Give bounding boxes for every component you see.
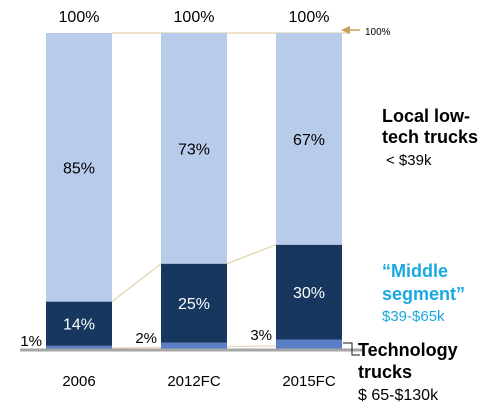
- label-local-2: 67%: [293, 132, 325, 149]
- label-total-0: 100%: [59, 9, 100, 26]
- legend-middle-line1: “Middle: [382, 261, 448, 281]
- x-tick-0: 2006: [62, 373, 95, 390]
- bar-local-2: [276, 33, 342, 245]
- label-tech-1: 2%: [135, 330, 157, 347]
- connector-middle-1: [226, 244, 277, 265]
- label-local-1: 73%: [178, 141, 210, 158]
- legend-tech-price: $ 65-$130k: [358, 387, 439, 404]
- label-tech-2: 3%: [250, 327, 272, 344]
- label-middle-0: 14%: [63, 317, 95, 334]
- legend-tech-bracket: [343, 342, 360, 356]
- label-total-2: 100%: [289, 9, 330, 26]
- legend-tech-line2: trucks: [358, 362, 412, 382]
- bar-tech-0: [46, 345, 112, 349]
- bar-local-1: [161, 33, 227, 264]
- label-local-0: 85%: [63, 160, 95, 177]
- bar-local-0: [46, 33, 112, 302]
- annotation: 100%: [341, 26, 391, 38]
- x-tick-1: 2012FC: [167, 373, 221, 390]
- bars: [46, 33, 342, 349]
- legend-local-line2: tech trucks: [382, 127, 478, 147]
- legend-tech-line1: Technology: [358, 340, 458, 360]
- label-total-1: 100%: [174, 9, 215, 26]
- bar-tech-1: [161, 342, 227, 349]
- label-middle-1: 25%: [178, 296, 210, 313]
- label-tech-0: 1%: [20, 333, 42, 350]
- legend-middle-price: $39-$65k: [382, 308, 445, 325]
- bar-middle-2: [276, 244, 342, 340]
- annotation-arrow-head: [341, 26, 350, 34]
- bar-middle-0: [46, 301, 112, 346]
- connector-middle-0: [111, 263, 162, 303]
- legend-local-price: < $39k: [386, 152, 432, 169]
- annotation-text: 100%: [365, 27, 391, 38]
- legend-local-line1: Local low-: [382, 106, 470, 126]
- labels: 14% 85% 1% 100% 2006 25% 73% 2% 100% 2012FC 30% 67%…: [20, 9, 336, 390]
- bar-tech-2: [276, 339, 342, 349]
- label-middle-2: 30%: [293, 285, 325, 302]
- legend-middle-line2: segment”: [382, 284, 465, 304]
- x-tick-2: 2015FC: [282, 373, 336, 390]
- legend: Local low-tech trucks < $39k “Middle segmen…: [343, 106, 478, 404]
- bar-middle-1: [161, 263, 227, 343]
